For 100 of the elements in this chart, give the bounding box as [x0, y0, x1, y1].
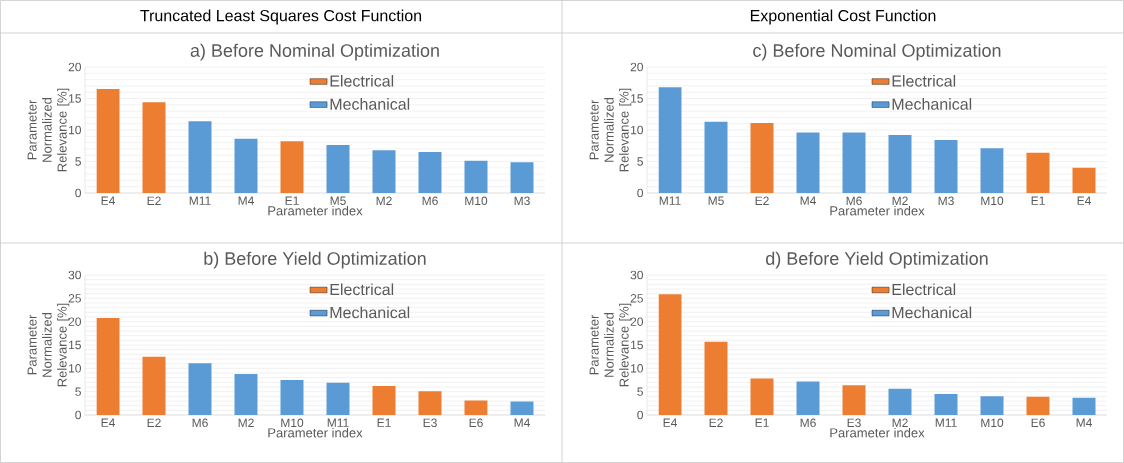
x-tick-label: M11: [189, 196, 211, 205]
bar: [658, 294, 682, 415]
y-tick-label: 10: [631, 125, 644, 135]
legend-label: Mechanical: [330, 98, 410, 110]
bar: [464, 160, 488, 193]
bar: [658, 87, 682, 193]
bar: [1026, 396, 1050, 415]
x-tick-label: E2: [709, 418, 723, 427]
x-tick-label: E3: [423, 418, 437, 428]
legend-label: Electrical: [892, 283, 956, 296]
bar: [750, 123, 774, 193]
x-tick-label: M2: [376, 196, 392, 205]
y-tick-label: 25: [68, 294, 81, 303]
bar: [796, 381, 820, 415]
x-tick-label: M4: [514, 418, 530, 427]
x-axis-title: Parameter index: [830, 427, 925, 438]
chart-title: d) Before Yield Optimization: [766, 251, 988, 269]
y-tick-label: 0: [637, 410, 644, 420]
legend-label: Mechanical: [892, 306, 972, 319]
bar: [1026, 152, 1050, 193]
y-tick-label: 10: [69, 125, 81, 135]
bar: [280, 141, 304, 193]
bar: [980, 148, 1004, 193]
x-tick-label: E4: [663, 418, 677, 427]
legend-label: Electrical: [330, 74, 394, 87]
y-tick-label: 30: [68, 270, 81, 280]
bar: [842, 385, 866, 415]
chart-title: b) Before Yield Optimization: [204, 251, 426, 269]
y-tick-label: 15: [69, 340, 81, 350]
x-tick-label: M6: [192, 418, 208, 428]
bar: [1072, 167, 1096, 193]
x-tick-label: M6: [800, 418, 816, 428]
x-tick-label: M10: [981, 418, 1004, 428]
bar: [234, 138, 258, 193]
bar: [934, 394, 958, 415]
x-tick-label: E1: [1031, 196, 1045, 205]
bar: [372, 386, 396, 415]
x-tick-label: E4: [1077, 196, 1091, 205]
x-tick-label: M6: [846, 196, 862, 206]
bar: [96, 317, 120, 415]
x-tick-label: M3: [938, 196, 954, 206]
bar: [510, 162, 534, 193]
x-tick-label: E4: [101, 418, 115, 427]
y-tick-label: 15: [631, 340, 643, 350]
y-tick-label: 5: [75, 387, 81, 396]
x-axis-title: Parameter index: [268, 427, 363, 438]
x-tick-label: E1: [285, 196, 299, 205]
x-tick-label: M4: [238, 196, 254, 205]
x-tick-label: M5: [708, 196, 724, 205]
legend-label: Mechanical: [330, 306, 410, 319]
x-tick-label: M10: [981, 196, 1004, 206]
y-axis-title: Parameter Normalized Relevance [%]: [27, 303, 70, 387]
y-tick-label: 20: [68, 317, 81, 326]
y-tick-label: 0: [637, 188, 644, 198]
x-tick-label: E2: [755, 196, 769, 205]
y-axis-title: Parameter Normalized Relevance [%]: [27, 88, 70, 172]
y-tick-label: 5: [637, 387, 643, 396]
chart-title: a) Before Nominal Optimization: [190, 43, 439, 61]
bar: [934, 140, 958, 193]
x-tick-label: E2: [147, 196, 161, 205]
x-tick-label: E6: [469, 418, 483, 428]
bar: [188, 363, 212, 415]
bar: [418, 152, 442, 193]
x-tick-label: M2: [892, 418, 908, 427]
x-axis-title: Parameter index: [268, 205, 363, 216]
bar: [96, 89, 120, 193]
bar: [980, 396, 1004, 415]
x-tick-label: M10: [465, 196, 488, 206]
y-axis-title: Parameter Normalized Relevance [%]: [589, 303, 632, 387]
x-tick-label: M2: [238, 418, 254, 427]
legend-label: Mechanical: [892, 98, 972, 110]
y-tick-label: 20: [630, 317, 644, 326]
y-tick-label: 20: [68, 62, 81, 72]
x-tick-label: M3: [514, 196, 530, 206]
y-axis-title: Parameter Normalized Relevance [%]: [589, 88, 632, 172]
y-tick-label: 15: [631, 94, 643, 103]
y-tick-label: 0: [75, 188, 81, 198]
x-tick-label: M11: [327, 418, 349, 427]
x-tick-label: M4: [1076, 418, 1092, 427]
bar: [750, 378, 774, 415]
x-tick-label: E1: [755, 418, 769, 427]
bar: [888, 388, 912, 415]
bar: [372, 150, 396, 193]
y-tick-label: 5: [637, 157, 643, 166]
bar: [796, 132, 820, 193]
y-tick-label: 20: [630, 62, 644, 72]
bar: [418, 391, 442, 415]
chart-title: c) Before Nominal Optimization: [753, 43, 1001, 61]
x-tick-label: E6: [1031, 418, 1045, 428]
bar: [326, 145, 350, 193]
x-tick-label: M11: [659, 196, 681, 205]
x-tick-label: E2: [147, 418, 161, 427]
bar: [704, 341, 728, 415]
y-tick-label: 10: [631, 364, 644, 373]
bar: [1072, 397, 1096, 415]
bar: [888, 135, 912, 193]
text: Exponential Cost Function: [750, 9, 936, 25]
bar: [142, 356, 166, 415]
y-tick-label: 15: [69, 94, 81, 103]
bar: [280, 380, 304, 415]
